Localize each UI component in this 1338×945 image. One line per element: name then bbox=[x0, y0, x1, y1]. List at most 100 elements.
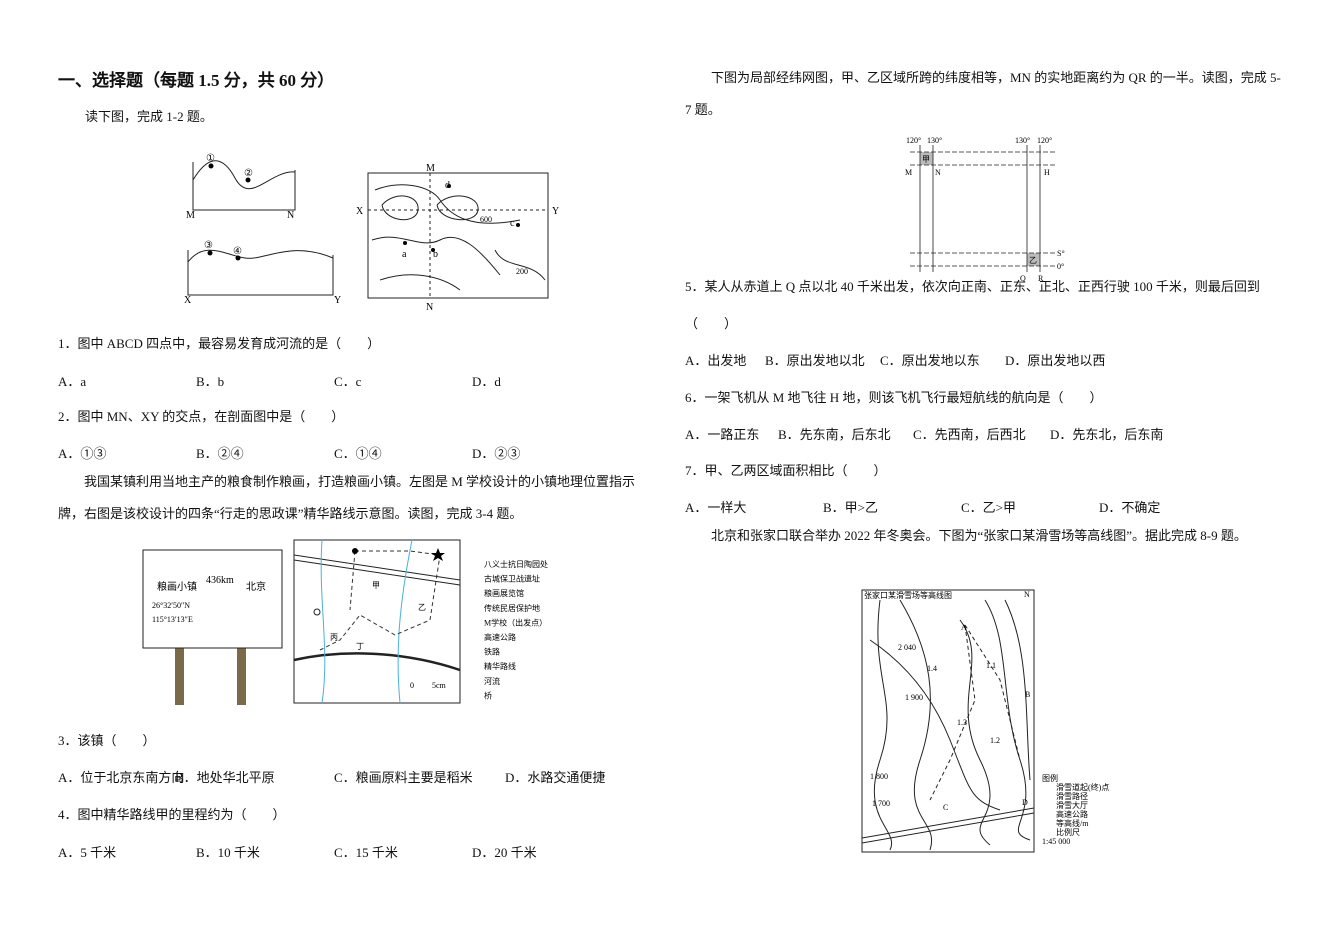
label: R bbox=[1038, 274, 1044, 283]
section-title: 一、选择题（每题 1.5 分，共 60 分） bbox=[58, 71, 335, 90]
option: C．乙>甲 bbox=[961, 500, 1017, 515]
sign-text: 26°32′50″N bbox=[152, 601, 190, 610]
figure-3: 120° 130° 130° 120° 甲 M N H 乙 S° 0° Q R bbox=[905, 136, 1065, 283]
option: B．原出发地以北 bbox=[765, 353, 865, 368]
map-label: 丙 bbox=[330, 633, 338, 642]
question: 4．图中精华路线甲的里程约为（ ） bbox=[58, 807, 286, 822]
map-label: 5cm bbox=[432, 681, 447, 690]
label: 0° bbox=[1057, 262, 1064, 271]
label: 120° bbox=[906, 136, 921, 145]
option: B．②④ bbox=[196, 446, 244, 461]
label: 滑雪路径 bbox=[1056, 791, 1088, 801]
label: M学校（出发点） bbox=[484, 617, 547, 627]
label: N bbox=[426, 302, 433, 313]
label: N bbox=[287, 210, 294, 221]
option: C．①④ bbox=[334, 446, 382, 461]
label: 比例尺 bbox=[1056, 827, 1080, 837]
option: A．一样大 bbox=[685, 500, 747, 515]
label: D bbox=[1022, 798, 1028, 807]
option: C．15 千米 bbox=[334, 845, 398, 860]
option: D．②③ bbox=[472, 446, 521, 461]
option: A．①③ bbox=[58, 446, 107, 461]
label: c bbox=[510, 218, 515, 229]
figure-2: 粮画小镇 436km 北京 26°32′50″N 115°13′13″E 甲 乙… bbox=[142, 539, 548, 705]
label: a bbox=[402, 249, 407, 260]
label: 粮画展览馆 bbox=[484, 588, 524, 598]
label: 乙 bbox=[1029, 256, 1037, 265]
option: B．先东南，后东北 bbox=[778, 427, 891, 442]
label: 等高线/m bbox=[1056, 818, 1089, 828]
label: M bbox=[186, 210, 195, 221]
option: A．a bbox=[58, 374, 87, 389]
label: b bbox=[433, 249, 438, 260]
label: 1.3 bbox=[957, 718, 967, 727]
option: C．c bbox=[334, 374, 362, 389]
label: 1.4 bbox=[927, 664, 937, 673]
map-label: 0 bbox=[410, 681, 414, 690]
label: C bbox=[943, 803, 948, 812]
option: D．20 千米 bbox=[472, 845, 537, 860]
option: A．5 千米 bbox=[58, 845, 117, 860]
label: ② bbox=[244, 168, 253, 179]
option: D．原出发地以西 bbox=[1005, 353, 1106, 368]
map-label: 甲 bbox=[372, 581, 380, 590]
intro: 北京和张家口联合举办 2022 年冬奥会。下图为“张家口某滑雪场等高线图”。据此… bbox=[711, 528, 1247, 543]
label: 精华路线 bbox=[484, 661, 516, 671]
label: d bbox=[445, 180, 450, 191]
option: D．d bbox=[472, 374, 501, 389]
label: 600 bbox=[480, 215, 492, 224]
option: B．b bbox=[196, 374, 225, 389]
label: 2 040 bbox=[898, 643, 916, 652]
label: 1 900 bbox=[905, 693, 923, 702]
label: M bbox=[426, 163, 435, 174]
label: 120° bbox=[1037, 136, 1052, 145]
label: 传统民居保护地 bbox=[484, 603, 540, 613]
label: 八义士抗日陶园处 bbox=[484, 559, 548, 569]
sign-text: 436km bbox=[206, 575, 234, 586]
question: 6．一架飞机从 M 地飞往 H 地，则该飞机飞行最短航线的航向是（ ） bbox=[685, 390, 1103, 405]
label: 高速公路 bbox=[484, 632, 516, 642]
sign-text: 115°13′13″E bbox=[152, 615, 193, 624]
option: B．10 千米 bbox=[196, 845, 260, 860]
label: X bbox=[356, 206, 364, 217]
label: N bbox=[935, 168, 941, 177]
label: 甲 bbox=[922, 155, 930, 164]
sign-text: 北京 bbox=[246, 580, 266, 593]
option: D．不确定 bbox=[1099, 500, 1161, 515]
label: X bbox=[184, 295, 192, 306]
label: 河流 bbox=[484, 676, 500, 686]
option: D．先东北，后东南 bbox=[1050, 427, 1164, 442]
figure-1: ① ② M N ③ ④ X Y M X Y N a b c d 600 200 bbox=[184, 153, 559, 313]
label: 1.2 bbox=[990, 736, 1000, 745]
label: ④ bbox=[233, 246, 242, 257]
label: M bbox=[905, 168, 912, 177]
label: 130° bbox=[927, 136, 942, 145]
option: D．水路交通便捷 bbox=[505, 770, 606, 785]
question: 3．该镇（ ） bbox=[58, 733, 156, 748]
label: H bbox=[1044, 168, 1050, 177]
label: 130° bbox=[1015, 136, 1030, 145]
label: Y bbox=[334, 295, 341, 306]
option: C．先西南，后西北 bbox=[913, 427, 1026, 442]
label: 200 bbox=[516, 267, 528, 276]
intro: 我国某镇利用当地主产的粮食制作粮画，打造粮画小镇。左图是 M 学校设计的小镇地理… bbox=[58, 474, 636, 521]
option: B．甲>乙 bbox=[823, 500, 879, 515]
map-title: 张家口某滑雪场等高线图 bbox=[864, 590, 952, 600]
option: B．地处华北平原 bbox=[175, 770, 275, 785]
map-label: 乙 bbox=[418, 603, 426, 612]
question: 7．甲、乙两区域面积相比（ ） bbox=[685, 463, 887, 478]
label: 图例 bbox=[1042, 773, 1058, 783]
option: A．位于北京东南方向 bbox=[58, 770, 185, 785]
label: ③ bbox=[204, 240, 213, 251]
label: 桥 bbox=[484, 690, 492, 700]
label: 高速公路 bbox=[1056, 809, 1088, 819]
label: 滑雪大厅 bbox=[1056, 800, 1088, 810]
option: C．粮画原料主要是稻米 bbox=[334, 770, 473, 785]
label: Q bbox=[1020, 274, 1026, 283]
label: A bbox=[961, 623, 967, 632]
label: N bbox=[1024, 590, 1030, 599]
label: 古城保卫战遗址 bbox=[484, 574, 540, 584]
label: B bbox=[1025, 690, 1030, 699]
